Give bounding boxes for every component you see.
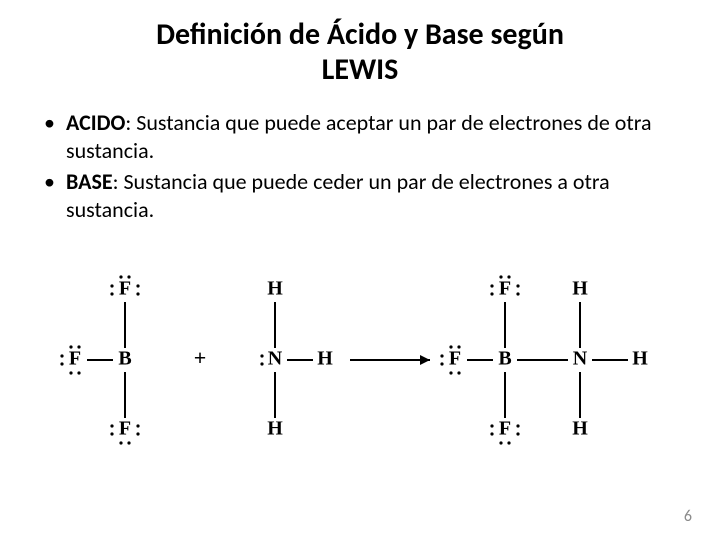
svg-text:F: F bbox=[449, 348, 461, 370]
svg-text:B: B bbox=[498, 348, 511, 370]
title-line-1: Definición de Ácido y Base según bbox=[156, 16, 564, 53]
bullet-list: ACIDO: Sustancia que puede aceptar un pa… bbox=[40, 109, 680, 223]
svg-text:F: F bbox=[499, 278, 511, 300]
svg-text:N: N bbox=[268, 348, 283, 370]
bullet-text: : Sustancia que puede aceptar un par de … bbox=[66, 109, 652, 164]
page-number: 6 bbox=[684, 507, 692, 526]
svg-text:B: B bbox=[118, 348, 131, 370]
lewis-diagram: + F F B F H N H H F F B F N H H H bbox=[50, 250, 670, 470]
svg-text:+: + bbox=[194, 345, 207, 370]
svg-text:F: F bbox=[69, 348, 81, 370]
svg-text:H: H bbox=[572, 278, 588, 300]
svg-text:F: F bbox=[119, 418, 131, 440]
svg-text:H: H bbox=[632, 348, 648, 370]
slide-title: Definición de Ácido y Base según LEWIS bbox=[40, 18, 680, 87]
svg-text:F: F bbox=[499, 418, 511, 440]
bullet-acido: ACIDO: Sustancia que puede aceptar un pa… bbox=[44, 109, 680, 164]
svg-text:F: F bbox=[119, 278, 131, 300]
title-line-2: LEWIS bbox=[322, 51, 399, 88]
bullet-label: BASE bbox=[66, 168, 113, 195]
svg-text:H: H bbox=[317, 348, 333, 370]
svg-text:N: N bbox=[573, 348, 588, 370]
bullet-text: : Sustancia que puede ceder un par de el… bbox=[66, 168, 610, 223]
bullet-label: ACIDO bbox=[66, 109, 125, 136]
svg-text:H: H bbox=[572, 418, 588, 440]
bullet-base: BASE: Sustancia que puede ceder un par d… bbox=[44, 168, 680, 223]
svg-text:H: H bbox=[267, 418, 283, 440]
svg-text:H: H bbox=[267, 278, 283, 300]
slide: Definición de Ácido y Base según LEWIS A… bbox=[0, 0, 720, 540]
